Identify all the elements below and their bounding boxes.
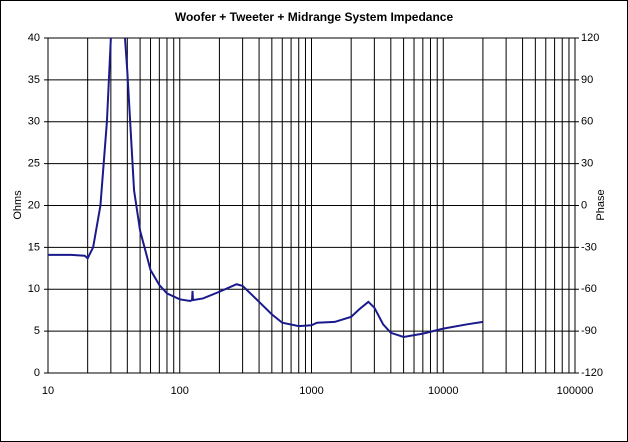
chart-title: Woofer + Tweeter + Midrange System Imped… bbox=[175, 10, 454, 24]
y-tick-label: 25 bbox=[28, 158, 40, 170]
x-tick-label: 10000 bbox=[428, 385, 459, 397]
y2-axis-label: Phase bbox=[595, 189, 607, 220]
x-tick-label: 100 bbox=[171, 385, 189, 397]
y2-tick-label: -90 bbox=[581, 325, 597, 337]
y-tick-label: 0 bbox=[34, 367, 40, 379]
y2-tick-label: -30 bbox=[581, 241, 597, 253]
y-tick-label: 15 bbox=[28, 241, 40, 253]
y-tick-label: 35 bbox=[28, 74, 40, 86]
y2-tick-label: 30 bbox=[581, 158, 593, 170]
y-tick-label: 10 bbox=[28, 283, 40, 295]
y2-tick-label: 60 bbox=[581, 116, 593, 128]
impedance-line bbox=[48, 38, 484, 339]
y-tick-label: 30 bbox=[28, 116, 40, 128]
y-tick-label: 20 bbox=[28, 199, 40, 211]
y2-tick-label: -120 bbox=[581, 367, 603, 379]
y2-tick-label: -60 bbox=[581, 283, 597, 295]
y-tick-label: 40 bbox=[28, 32, 40, 44]
y2-tick-label: 90 bbox=[581, 74, 593, 86]
x-tick-label: 1000 bbox=[299, 385, 323, 397]
y2-tick-label: 0 bbox=[581, 199, 587, 211]
y-tick-label: 5 bbox=[34, 325, 40, 337]
y-axis-label: Ohms bbox=[12, 190, 24, 220]
x-tick-label: 10 bbox=[42, 385, 54, 397]
x-tick-label: 100000 bbox=[557, 385, 594, 397]
y2-tick-label: 120 bbox=[581, 32, 599, 44]
